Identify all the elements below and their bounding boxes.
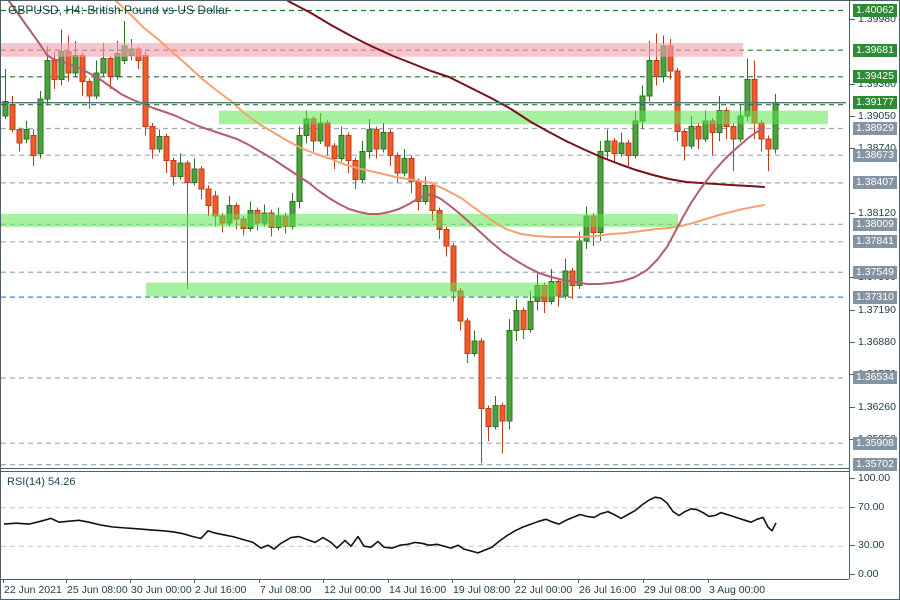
time-tick-mark bbox=[259, 579, 260, 583]
time-tick-label: 22 Jun 2021 bbox=[4, 584, 62, 596]
time-tick-mark bbox=[3, 579, 4, 583]
price-pane[interactable]: GBPUSD, H4: British Pound vs US Dollar bbox=[1, 1, 849, 469]
axis-tick-mark bbox=[850, 116, 855, 117]
axis-tick-mark bbox=[850, 277, 855, 278]
price-level-badge: 1.39681 bbox=[853, 44, 897, 57]
time-tick-mark bbox=[323, 579, 324, 583]
ma-rose bbox=[8, 1, 765, 285]
price-axis[interactable]: 1.399801.393601.390501.387401.381201.375… bbox=[849, 1, 899, 580]
axis-tick-mark bbox=[850, 342, 855, 343]
price-tick-label: 1.37190 bbox=[858, 304, 896, 316]
time-tick-label: 12 Jul 00:00 bbox=[324, 584, 382, 596]
price-level-badge: 1.37549 bbox=[853, 266, 897, 279]
price-level-badge: 1.35702 bbox=[853, 458, 897, 471]
price-level-badge: 1.38009 bbox=[853, 218, 897, 231]
price-tick-label: 1.39050 bbox=[858, 110, 896, 122]
rsi-tick-label: 30.00 bbox=[858, 539, 885, 551]
time-tick-label: 25 Jun 08:00 bbox=[67, 584, 128, 596]
time-tick-label: 30 Jun 00:00 bbox=[131, 584, 192, 596]
rsi-tick-label: 70.00 bbox=[858, 501, 885, 513]
time-tick-mark bbox=[66, 579, 67, 583]
supply-zone bbox=[1, 42, 743, 57]
price-level-badge: 1.39425 bbox=[853, 70, 897, 83]
price-level-badge: 1.38673 bbox=[853, 149, 897, 162]
price-level-badge: 1.35908 bbox=[853, 437, 897, 450]
time-tick-mark bbox=[708, 579, 709, 583]
axis-tick-mark bbox=[850, 374, 855, 375]
axis-tick-mark bbox=[850, 213, 855, 214]
axis-tick-mark bbox=[850, 574, 855, 575]
price-level-badge: 1.38929 bbox=[853, 122, 897, 135]
price-tick-label: 1.36880 bbox=[858, 336, 896, 348]
price-level-badge: 1.37310 bbox=[853, 291, 897, 304]
time-axis[interactable]: 22 Jun 2021 25 Jun 08:00 30 Jun 00:00 2 Jul… bbox=[1, 579, 849, 599]
time-tick-mark bbox=[643, 579, 644, 583]
time-tick-mark bbox=[452, 579, 453, 583]
price-level-badge: 1.40062 bbox=[853, 4, 897, 17]
time-tick-label: 26 Jul 16:00 bbox=[579, 584, 637, 596]
axis-tick-mark bbox=[850, 407, 855, 408]
price-level-badge: 1.36534 bbox=[853, 371, 897, 384]
axis-tick-mark bbox=[850, 439, 855, 440]
time-tick-label: 2 Jul 16:00 bbox=[195, 584, 247, 596]
price-chart-canvas bbox=[1, 1, 846, 466]
time-tick-label: 22 Jul 00:00 bbox=[515, 584, 573, 596]
ma-dark bbox=[287, 1, 765, 188]
ma-salmon bbox=[115, 1, 765, 238]
axis-tick-mark bbox=[850, 148, 855, 149]
rsi-pane[interactable]: RSI(14) 54.26 bbox=[1, 471, 849, 580]
chart-title: GBPUSD, H4: British Pound vs US Dollar bbox=[8, 3, 229, 17]
axis-tick-mark bbox=[850, 19, 855, 20]
price-level-badge: 1.38407 bbox=[853, 176, 897, 189]
time-tick-mark bbox=[578, 579, 579, 583]
rsi-tick-label: 100.00 bbox=[858, 472, 891, 484]
rsi-chart-canvas bbox=[1, 496, 846, 554]
axis-tick-mark bbox=[850, 84, 855, 85]
demand-zone bbox=[146, 282, 558, 297]
time-tick-mark bbox=[514, 579, 515, 583]
axis-tick-mark bbox=[850, 507, 855, 508]
rsi-line bbox=[3, 496, 777, 554]
price-level-badge: 1.39177 bbox=[853, 96, 897, 109]
demand-zone bbox=[1, 213, 678, 227]
time-tick-mark bbox=[130, 579, 131, 583]
time-tick-label: 14 Jul 16:00 bbox=[389, 584, 447, 596]
axis-tick-mark bbox=[850, 310, 855, 311]
price-tick-label: 1.36260 bbox=[858, 401, 896, 413]
time-tick-label: 7 Jul 08:00 bbox=[260, 584, 312, 596]
axis-tick-mark bbox=[850, 478, 855, 479]
price-level-badge: 1.37841 bbox=[853, 235, 897, 248]
time-tick-mark bbox=[194, 579, 195, 583]
rsi-tick-label: 0.00 bbox=[858, 568, 879, 580]
price-tick-label: 1.38120 bbox=[858, 207, 896, 219]
axis-tick-mark bbox=[850, 545, 855, 546]
time-tick-label: 3 Aug 00:00 bbox=[709, 584, 766, 596]
time-tick-label: 29 Jul 08:00 bbox=[644, 584, 702, 596]
time-tick-label: 19 Jul 08:00 bbox=[453, 584, 511, 596]
rsi-indicator-label: RSI(14) 54.26 bbox=[7, 476, 76, 488]
time-tick-mark bbox=[388, 579, 389, 583]
